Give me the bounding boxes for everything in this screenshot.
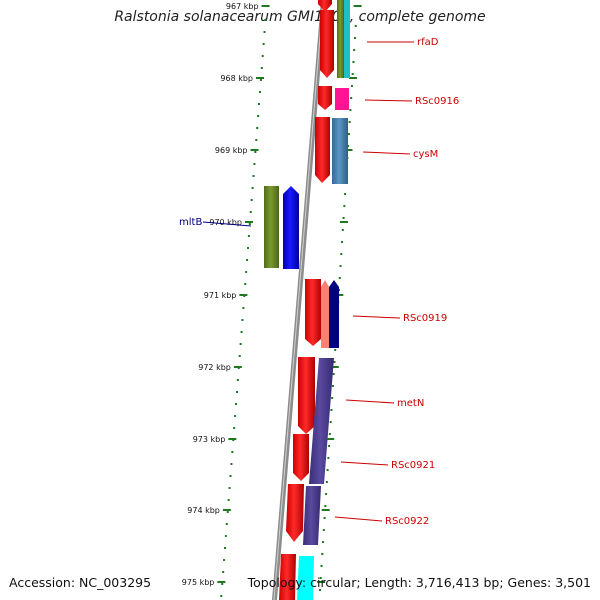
gene-label-rsc0921[interactable]: RSc0921 [391,460,435,471]
leader-cysm [362,151,411,155]
gene-arrow-rsc0919-salmon[interactable] [321,280,329,348]
gene-bar-metn-slate[interactable] [309,358,334,484]
gene-arrow-bottom-red[interactable] [279,554,296,600]
scale-label: 971 kbp [204,291,237,300]
gene-label-rsc0922[interactable]: RSc0922 [385,516,429,527]
gene-arrow-rsc0921-red[interactable] [293,434,309,481]
gene-arrow-rsc0916-red[interactable] [318,86,332,110]
gene-arrow-rsc0919-navy[interactable] [329,280,339,348]
diagram-title: Ralstonia solanacearum GMI1000, complete… [114,9,486,25]
gene-label-metn[interactable]: metN [397,398,424,409]
scale-label: 970 kbp [209,218,242,227]
scale-label: 967 kbp [226,2,259,11]
scale-label: 973 kbp [193,435,226,444]
gene-bar-rfad-teal[interactable] [344,0,350,78]
gene-label-mltb[interactable]: mltB [179,217,202,228]
gene-label-rsc0919[interactable]: RSc0919 [403,313,447,324]
genome-info-text: Topology: circular; Length: 3,716,413 bp… [247,575,591,590]
gene-arrow-top-red[interactable] [318,0,332,12]
gene-bar-bottom-cyan[interactable] [297,556,314,600]
gene-bar-rsc0916-magenta[interactable] [335,88,349,110]
gene-arrow-mltb-blue[interactable] [283,186,299,269]
scale-label: 974 kbp [187,506,220,515]
gene-label-cysm[interactable]: cysM [413,149,438,160]
leader-rsc0916 [364,99,413,102]
leader-rsc0919 [352,315,401,319]
gene-arrow-metn-red[interactable] [298,357,315,434]
scale-labels: 967 kbp 968 kbp 969 kbp 970 kbp 971 kbp 972 k… [182,2,259,587]
gene-bar-cysm-steel[interactable] [332,118,348,184]
gene-arrow-rsc0919-red[interactable] [305,279,321,346]
scale-ticks-inner [217,5,270,597]
gene-label-rsc0916[interactable]: RSc0916 [415,96,459,107]
gene-bar-rsc0922-slate[interactable] [303,486,321,545]
leader-rsc0921 [340,461,389,466]
scale-label: 968 kbp [220,74,253,83]
gene-bar-mltb-olive[interactable] [264,186,279,268]
gene-arrow-cysm-red[interactable] [315,117,330,183]
scale-label: 975 kbp [182,578,215,587]
scale-label: 969 kbp [215,146,248,155]
leader-mltb [202,221,252,227]
accession-text: Accession: NC_003295 [9,575,152,590]
gene-arrow-rsc0922-red[interactable] [286,484,304,542]
gene-bar-rfad-olive[interactable] [337,0,344,78]
genome-backbone-highlight [273,0,324,600]
gene-arrow-rfad-red[interactable] [320,10,334,78]
scale-label: 972 kbp [198,363,231,372]
leader-rsc0922 [334,516,383,522]
leader-metn [345,399,395,404]
gene-label-rfad[interactable]: rfaD [417,37,439,48]
